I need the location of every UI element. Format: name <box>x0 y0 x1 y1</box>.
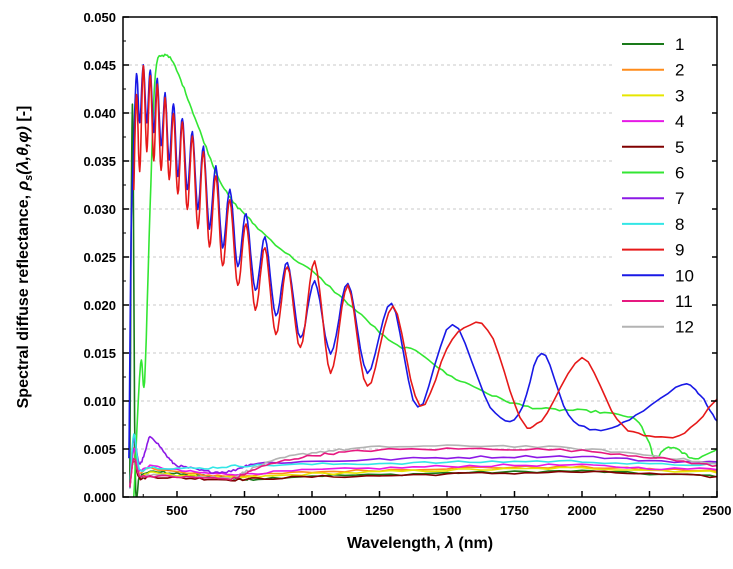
y-tick-label: 0.035 <box>83 154 116 169</box>
y-tick-label: 0.015 <box>83 346 116 361</box>
legend-label-1: 1 <box>675 35 684 54</box>
legend-label-4: 4 <box>675 112 684 131</box>
y-tick-label: 0.010 <box>83 394 116 409</box>
series-line-8 <box>129 433 717 489</box>
axis-ticks: 500 750 1000 1250 1500 1750 2000 2250 2500 0.000 0… <box>83 10 731 518</box>
x-tick-label: 1000 <box>298 503 327 518</box>
series-layer <box>128 53 717 497</box>
x-tick-label: 2500 <box>703 503 732 518</box>
y-tick-label: 0.050 <box>83 10 116 25</box>
legend-label-6: 6 <box>675 164 684 183</box>
series-line-7 <box>129 435 717 487</box>
legend-label-3: 3 <box>675 86 684 105</box>
legend-background <box>614 30 712 360</box>
y-tick-label: 0.030 <box>83 202 116 217</box>
series-line-9 <box>133 64 717 439</box>
x-tick-label: 500 <box>166 503 188 518</box>
y-tick-label: 0.040 <box>83 106 116 121</box>
legend-label-9: 9 <box>675 241 684 260</box>
legend-label-2: 2 <box>675 61 684 80</box>
y-tick-label: 0.020 <box>83 298 116 313</box>
x-tick-label: 1750 <box>500 503 529 518</box>
y-tick-label: 0.025 <box>83 250 116 265</box>
x-tick-label: 1250 <box>365 503 394 518</box>
x-tick-label: 2250 <box>635 503 664 518</box>
x-tick-label: 2000 <box>568 503 597 518</box>
legend-label-8: 8 <box>675 215 684 234</box>
y-tick-label: 0.005 <box>83 442 116 457</box>
series-line-5 <box>129 458 717 489</box>
series-line-11 <box>129 447 717 488</box>
y-tick-label: 0.045 <box>83 58 116 73</box>
legend-label-11: 11 <box>675 292 693 311</box>
legend-label-5: 5 <box>675 138 684 157</box>
x-tick-label: 1500 <box>433 503 462 518</box>
legend-label-12: 12 <box>675 318 694 337</box>
y-axis-label: Spectral diffuse reflectance, ρs(λ,θ,φ) … <box>15 106 35 409</box>
x-axis-label: Wavelength, λ (nm) <box>347 535 493 552</box>
legend-label-10: 10 <box>675 266 694 285</box>
y-tick-label: 0.000 <box>83 490 116 505</box>
x-tick-label: 750 <box>234 503 256 518</box>
legend-label-7: 7 <box>675 189 684 208</box>
